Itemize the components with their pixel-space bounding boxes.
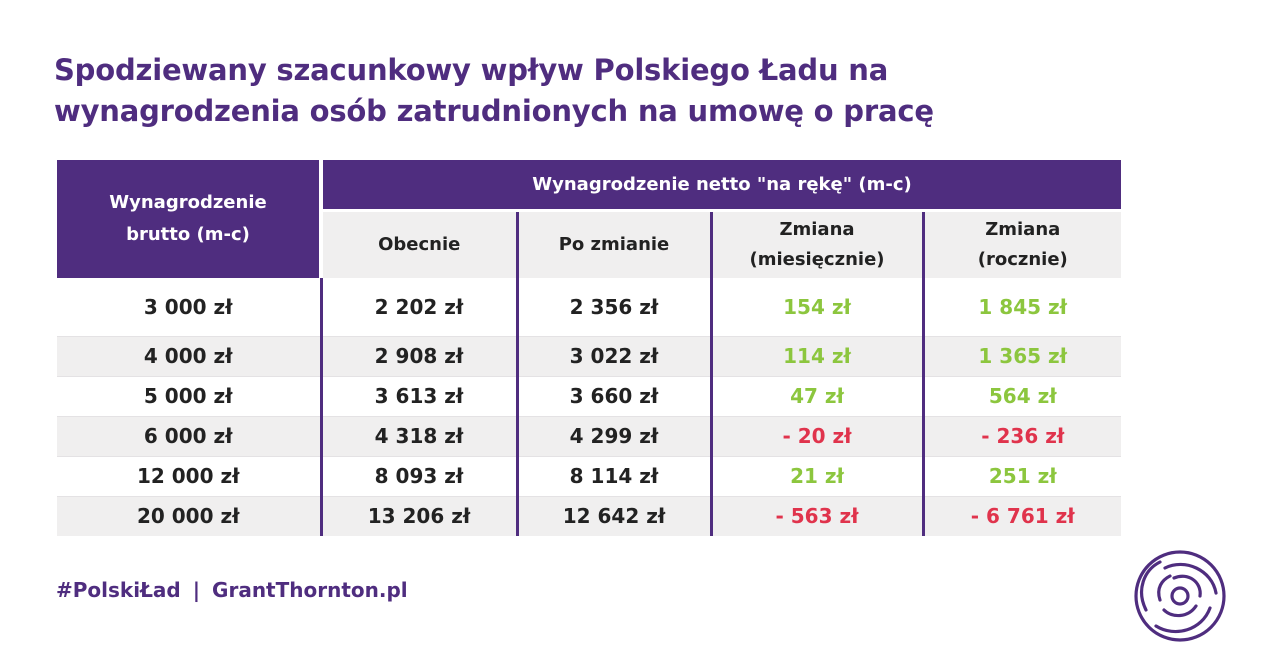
table-row: 12 000 zł 8 093 zł 8 114 zł 21 zł 251 zł [57,455,1121,496]
page-title: Spodziewany szacunkowy wpływ Polskiego Ł… [54,50,1154,132]
zmiana-yearly-cell: 564 zł [921,375,1121,416]
footer: #PolskiŁad | GrantThornton.pl [56,578,408,602]
zmiana-yearly-cell: 1 845 zł [921,278,1121,336]
table-row: 4 000 zł 2 908 zł 3 022 zł 114 zł 1 365 … [57,335,1121,376]
grant-thornton-swirl-icon [1134,550,1226,642]
table-row: 3 000 zł 2 202 zł 2 356 zł 154 zł 1 845 … [57,278,1121,336]
zmiana-yearly-header-line-1: Zmiana [985,218,1061,240]
obecnie-cell: 2 202 zł [319,278,517,336]
brutto-header-line-1: Wynagrodzenie [109,192,267,213]
po-zmianie-cell: 12 642 zł [515,495,711,536]
obecnie-cell: 4 318 zł [319,415,517,456]
obecnie-cell: 3 613 zł [319,375,517,416]
obecnie-column-header: Obecnie [321,210,517,278]
obecnie-cell: 13 206 zł [319,495,517,536]
brutto-cell: 12 000 zł [57,455,322,496]
zmiana-yearly-cell: 251 zł [921,455,1121,496]
brutto-cell: 6 000 zł [57,415,322,456]
website-link[interactable]: GrantThornton.pl [212,578,408,602]
po-zmianie-cell: 2 356 zł [515,278,711,336]
po-zmianie-cell: 3 660 zł [515,375,711,416]
page-title-line-2: wynagrodzenia osób zatrudnionych na umow… [54,94,934,128]
zmiana-yearly-cell: 1 365 zł [921,335,1121,376]
hashtag-text: #PolskiŁad [56,578,181,602]
brutto-cell: 20 000 zł [57,495,322,536]
netto-group-header: Wynagrodzenie netto "na rękę" (m-c) [321,160,1121,212]
header-row-sub: Obecnie Po zmianie Zmiana (miesięcznie) … [57,210,1121,278]
salary-table-container: Wynagrodzenie brutto (m-c) Wynagrodzenie… [57,160,1121,536]
brutto-cell: 4 000 zł [57,335,322,376]
zmiana-monthly-cell: - 563 zł [709,495,923,536]
brutto-column-header: Wynagrodzenie brutto (m-c) [57,160,323,278]
po-zmianie-cell: 3 022 zł [515,335,711,376]
footer-separator: | [192,578,201,602]
table-row: 20 000 zł 13 206 zł 12 642 zł - 563 zł -… [57,495,1121,536]
zmiana-monthly-cell: - 20 zł [709,415,923,456]
zmiana-yearly-cell: - 6 761 zł [921,495,1121,536]
salary-comparison-table: Wynagrodzenie brutto (m-c) Wynagrodzenie… [57,160,1121,536]
zmiana-monthly-cell: 21 zł [709,455,923,496]
po-zmianie-cell: 4 299 zł [515,415,711,456]
obecnie-cell: 8 093 zł [319,455,517,496]
zmiana-monthly-column-header: Zmiana (miesięcznie) [709,210,923,278]
table-row: 6 000 zł 4 318 zł 4 299 zł - 20 zł - 236… [57,415,1121,456]
brutto-header-line-2: brutto (m-c) [126,224,250,245]
zmiana-yearly-cell: - 236 zł [921,415,1121,456]
header-row-main: Wynagrodzenie brutto (m-c) Wynagrodzenie… [57,160,1121,278]
zmiana-monthly-cell: 154 zł [709,278,923,336]
po-zmianie-column-header: Po zmianie [515,210,711,278]
zmiana-monthly-cell: 47 zł [709,375,923,416]
brutto-cell: 5 000 zł [57,375,322,416]
obecnie-cell: 2 908 zł [319,335,517,376]
zmiana-monthly-cell: 114 zł [709,335,923,376]
zmiana-monthly-header-line-1: Zmiana [779,218,855,240]
brutto-cell: 3 000 zł [57,278,322,336]
zmiana-monthly-header-line-2: (miesięcznie) [749,248,885,270]
page-title-line-1: Spodziewany szacunkowy wpływ Polskiego Ł… [54,53,889,87]
po-zmianie-cell: 8 114 zł [515,455,711,496]
zmiana-yearly-column-header: Zmiana (rocznie) [921,210,1121,278]
zmiana-yearly-header-line-2: (rocznie) [977,248,1068,270]
table-row: 5 000 zł 3 613 zł 3 660 zł 47 zł 564 zł [57,375,1121,416]
